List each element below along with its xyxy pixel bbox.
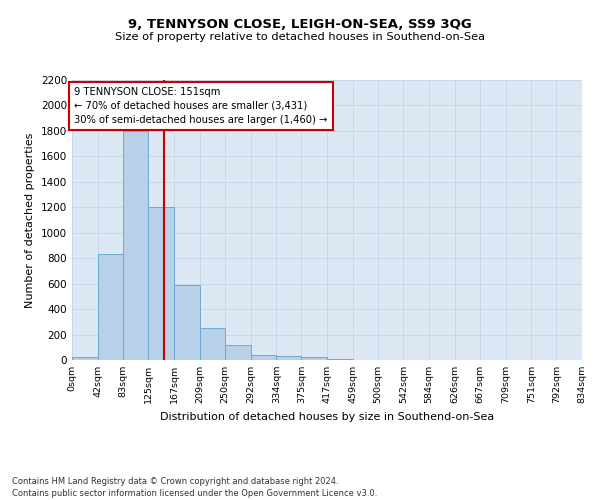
Bar [251,355,276,360]
Text: 9, TENNYSON CLOSE, LEIGH-ON-SEA, SS9 3QG: 9, TENNYSON CLOSE, LEIGH-ON-SEA, SS9 3QG [128,18,472,30]
Bar [200,328,225,360]
Bar [72,358,98,360]
Bar [327,358,353,360]
Text: Contains public sector information licensed under the Open Government Licence v3: Contains public sector information licen… [12,489,377,498]
Text: 9 TENNYSON CLOSE: 151sqm
← 70% of detached houses are smaller (3,431)
30% of sem: 9 TENNYSON CLOSE: 151sqm ← 70% of detach… [74,87,328,125]
Bar [225,344,251,360]
Bar [276,356,301,360]
Bar [123,131,148,360]
X-axis label: Distribution of detached houses by size in Southend-on-Sea: Distribution of detached houses by size … [160,412,494,422]
Bar [148,208,174,360]
Y-axis label: Number of detached properties: Number of detached properties [25,132,35,308]
Text: Size of property relative to detached houses in Southend-on-Sea: Size of property relative to detached ho… [115,32,485,42]
Bar [98,254,123,360]
Bar [174,285,200,360]
Text: Contains HM Land Registry data © Crown copyright and database right 2024.: Contains HM Land Registry data © Crown c… [12,478,338,486]
Bar [301,358,327,360]
